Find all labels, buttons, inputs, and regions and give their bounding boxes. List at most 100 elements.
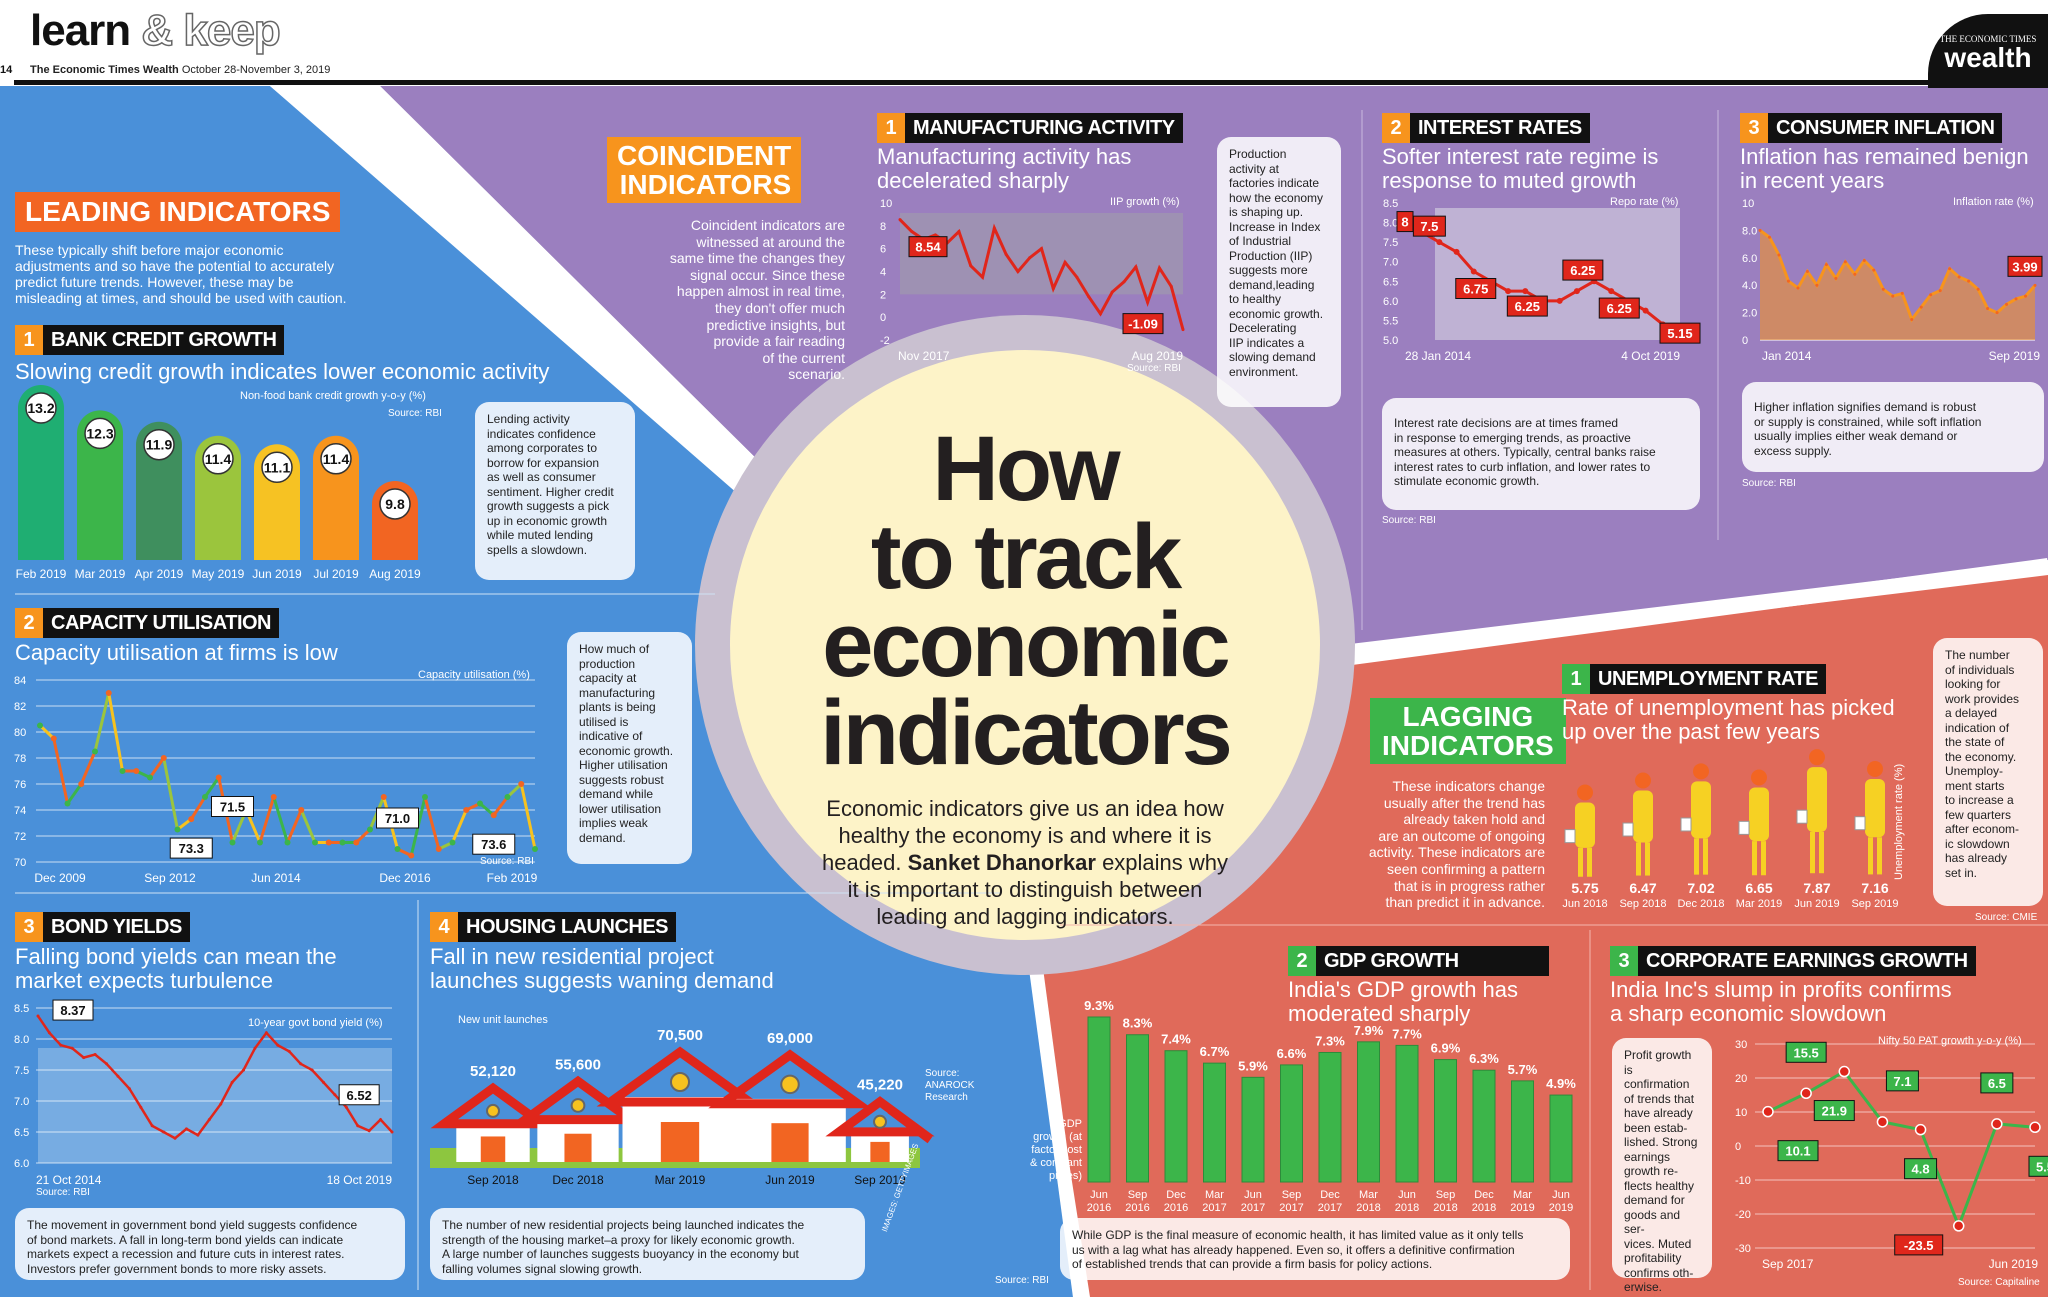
gdp-x-label: 2019 (1549, 1202, 1573, 1214)
interest-point (1453, 248, 1460, 255)
manufacturing-point (1028, 256, 1032, 260)
subtitle-line: Rate of unemployment has picked (1562, 695, 1895, 720)
gdp-x-label: 2018 (1433, 1202, 1457, 1214)
callout-box (1562, 259, 1604, 281)
figure-head (1867, 761, 1883, 777)
manufacturing-ylabel: IIP growth (%) (1110, 196, 1180, 208)
house-window (570, 1098, 586, 1113)
capacity-segment (286, 809, 303, 844)
figure-leg (1694, 838, 1699, 875)
lagging-desc-line: These indicators change (1392, 778, 1545, 794)
note-line: While GDP is the final measure of econom… (1072, 1228, 1524, 1242)
title-learn: learn (30, 6, 131, 55)
logo-small-text: THE ECONOMIC TIMES (1939, 34, 2037, 44)
credit-bubble (84, 417, 116, 450)
callout-label: 71.0 (385, 811, 410, 826)
note-line: suggests robust (579, 772, 664, 787)
bond-point (321, 1080, 325, 1084)
earnings-point (1991, 1118, 2003, 1130)
y-tick-label: 8.5 (1383, 198, 1398, 210)
earnings-point (1762, 1105, 1774, 1118)
callout-box (1659, 322, 1701, 344)
item-number: 2 (1382, 113, 1410, 143)
earnings-source: Source: Capitaline (1958, 1277, 2040, 1288)
interest-subtitle: Softer interest rate regime is response t… (1382, 145, 1658, 193)
capacity-point (284, 839, 291, 846)
note-line: few quarters (1945, 807, 2012, 822)
leading-desc-line: adjustments and so have the potential to… (15, 258, 335, 274)
lagging-desc: These indicators change usually after the… (1310, 778, 1545, 911)
note-line: suggests more (1229, 263, 1308, 277)
note-line: sentiment. Higher credit (487, 484, 614, 499)
coincident-desc-line: predictive insights, but (706, 316, 845, 333)
inflation-point (2024, 294, 2028, 298)
capacity-point (229, 839, 236, 846)
housing-ylabel: New unit launches (458, 1014, 548, 1026)
interest-point (1556, 297, 1563, 304)
item-title: BOND YIELDS (43, 912, 190, 942)
manufacturing-point (1110, 290, 1114, 294)
bond-note: The movement in government bond yield su… (15, 1208, 405, 1280)
unemployment-value-label: 7.16 (1861, 880, 1888, 896)
callout-box (211, 796, 254, 817)
section-title: learn & keep (30, 5, 281, 56)
item-number: 1 (1562, 664, 1590, 694)
dateline: The Economic Times Wealth October 28-Nov… (30, 64, 330, 76)
housing-source: Source: ANAROCK Research (925, 1068, 974, 1104)
gdp-bar (1434, 1059, 1457, 1183)
masthead-rule (14, 80, 2048, 85)
unemployment-x-label: Mar 2019 (1736, 898, 1782, 910)
capacity-point (92, 748, 98, 755)
coincident-label: COINCIDENT INDICATORS (607, 137, 802, 203)
callout-label: 8.54 (915, 240, 941, 255)
interest-point (1522, 288, 1529, 295)
inflation-ylabel: Inflation rate (%) (1953, 196, 2034, 208)
inflation-source: Source: RBI (1742, 478, 1796, 489)
note-line: have already (1624, 1106, 1693, 1120)
subtitle-line: a sharp economic slowdown (1610, 1001, 1887, 1026)
item-number: 4 (430, 912, 458, 942)
figure-leg (1868, 837, 1873, 875)
figure-bag (1796, 809, 1808, 824)
bond-point (219, 1102, 223, 1106)
note-line: the economy. (1945, 749, 2017, 764)
callout-label: -1.09 (1128, 317, 1158, 332)
center-title: How to track economic indicators (775, 423, 1275, 779)
capacity-segment (66, 783, 83, 805)
note-line: the state of (1945, 735, 2005, 749)
note-line: has already (1945, 851, 2008, 865)
figure-head (1635, 772, 1651, 789)
note-line: indicative of (579, 729, 643, 743)
figure-bag (1622, 822, 1634, 837)
y-tick-label: 8.5 (14, 1003, 29, 1015)
gdp-x-label: Dec (1474, 1189, 1494, 1201)
inflation-point (1824, 263, 1828, 267)
capacity-point (490, 812, 497, 819)
capacity-x-label: Jun 2014 (251, 871, 301, 885)
credit-bar (18, 385, 64, 560)
callout-box (1813, 1100, 1855, 1122)
note-line: interest rates to curb inflation, and lo… (1394, 459, 1651, 474)
inflation-point (1919, 305, 1923, 309)
note-line: IIP indicates a (1229, 335, 1305, 350)
lede-line-5: it is important to distinguish between (847, 877, 1203, 902)
bond-source: Source: RBI (36, 1187, 90, 1198)
gdp-value-label: 7.7% (1392, 1026, 1422, 1041)
earnings-heading: 3 CORPORATE EARNINGS GROWTH (1610, 946, 1976, 976)
housing-x-label: Jun 2019 (765, 1173, 815, 1187)
y-tick-label: 2 (880, 289, 886, 301)
item-title: INTEREST RATES (1410, 113, 1590, 143)
bond-point (139, 1105, 143, 1109)
interest-point (1505, 288, 1512, 295)
y-tick-label: 5.0 (1383, 335, 1398, 347)
note-line: implies weak (579, 816, 648, 830)
capacity-point (518, 781, 525, 787)
bond-point (47, 1031, 51, 1035)
lagging-desc-line: already taken hold and (1403, 811, 1545, 828)
gdp-value-label: 7.3% (1315, 1033, 1345, 1048)
gdp-bar (1395, 1044, 1419, 1183)
manufacturing-point (1004, 252, 1008, 256)
note-line: earnings (1624, 1149, 1671, 1164)
